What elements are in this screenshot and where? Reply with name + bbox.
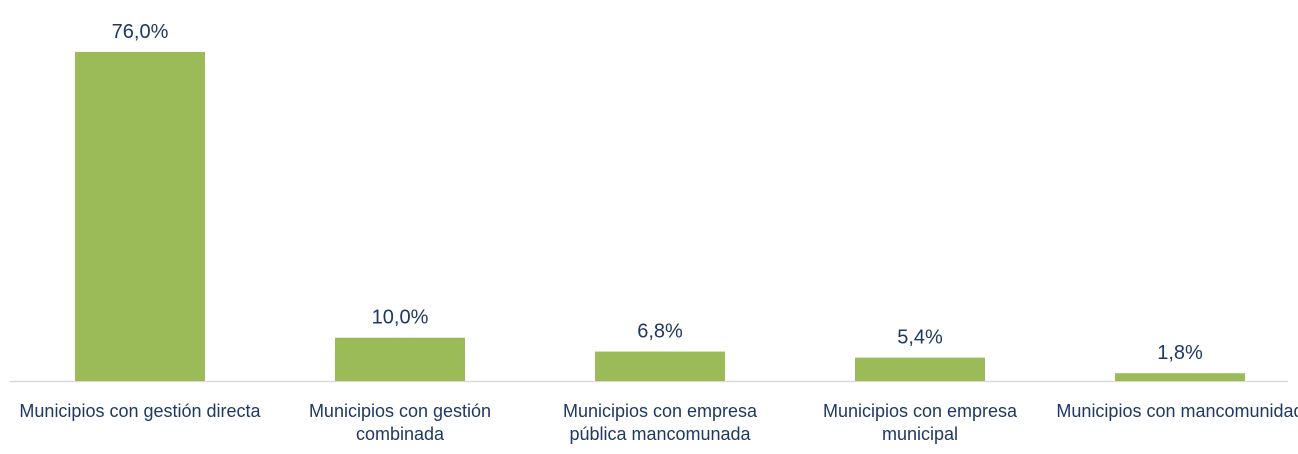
x-tick-label: Municipios con mancomunidad	[1056, 401, 1298, 421]
x-tick-label: Municipios con gestión directa	[19, 401, 261, 421]
bar	[1115, 373, 1245, 381]
value-label: 10,0%	[372, 307, 429, 329]
bar	[595, 351, 725, 381]
value-label: 5,4%	[897, 327, 943, 349]
value-label: 1,8%	[1157, 342, 1203, 364]
x-tick-label: Municipios con empresa pública mancomuna…	[562, 401, 758, 444]
bar	[335, 337, 465, 381]
x-tick-label: Municipios con gestión combinada	[308, 401, 492, 444]
x-tick-label: Municipios con empresa municipal	[822, 401, 1018, 444]
bar	[855, 357, 985, 381]
bar	[75, 51, 205, 382]
value-label: 76,0%	[112, 21, 169, 43]
value-label: 6,8%	[637, 321, 683, 343]
